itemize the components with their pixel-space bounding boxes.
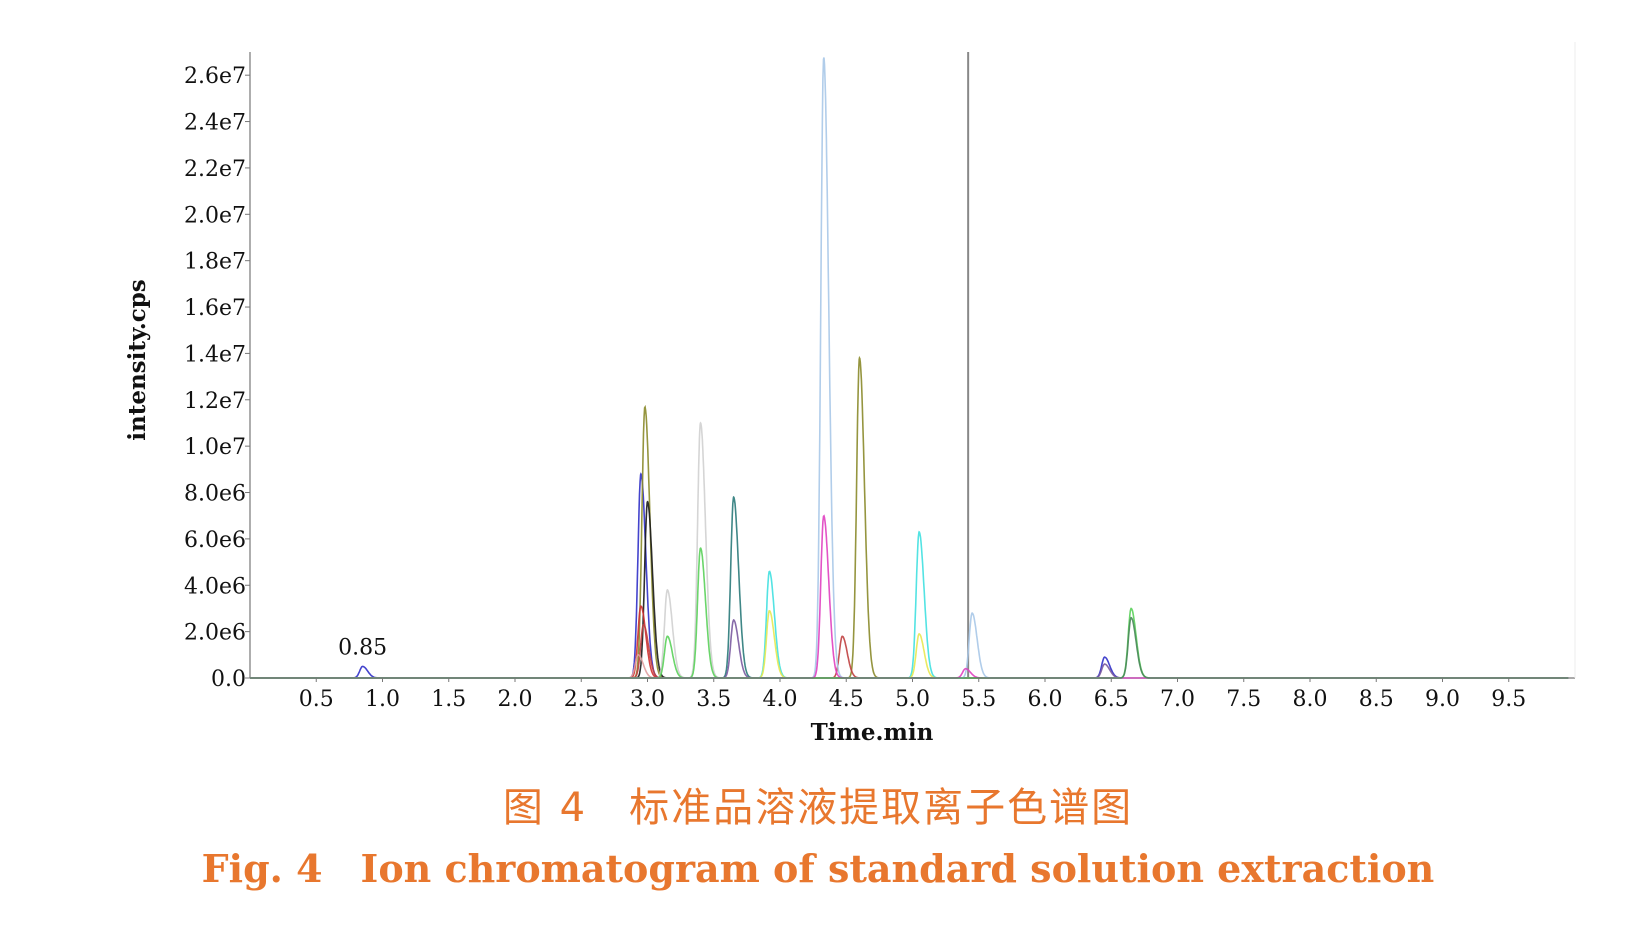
x-tick-label: 0.5 bbox=[299, 687, 334, 712]
series-line bbox=[250, 421, 1569, 679]
series-line bbox=[250, 605, 1569, 679]
series-line bbox=[250, 619, 1569, 679]
x-tick-label: 7.5 bbox=[1226, 687, 1261, 712]
x-axis-ticks: 0.5 1.0 1.5 2.0 2.5 3.0 3.5 4.0 4.5 5.0 5.5 6.0 6.5 7… bbox=[299, 678, 1526, 712]
y-axis-ticks: 0.0 2.0e6 4.0e6 6.0e6 8.0e6 1.0e7 1.2e7 1.4e7 1.… bbox=[184, 64, 250, 692]
x-tick-label: 9.5 bbox=[1491, 687, 1526, 712]
y-tick-label: 1.4e7 bbox=[184, 342, 246, 367]
series-line bbox=[250, 514, 1569, 679]
x-tick-label: 5.0 bbox=[895, 687, 930, 712]
x-tick-label: 7.0 bbox=[1160, 687, 1195, 712]
x-tick-label: 9.0 bbox=[1425, 687, 1460, 712]
series-line bbox=[250, 623, 1569, 679]
series-line bbox=[250, 653, 1569, 679]
x-tick-label: 8.5 bbox=[1359, 687, 1394, 712]
series-layer: 0.85 bbox=[250, 52, 1569, 679]
y-tick-label: 1.2e7 bbox=[184, 389, 246, 414]
figure-caption-chinese: 图 4 标准品溶液提取离子色谱图 bbox=[502, 785, 1134, 831]
y-tick-label: 2.0e6 bbox=[184, 621, 246, 646]
x-tick-label: 6.0 bbox=[1028, 687, 1063, 712]
series-line bbox=[250, 495, 1569, 679]
peak-annotation: 0.85 bbox=[338, 635, 387, 660]
y-tick-label: 0.0 bbox=[211, 667, 246, 692]
y-tick-label: 2.2e7 bbox=[184, 157, 246, 182]
y-tick-label: 1.6e7 bbox=[184, 296, 246, 321]
x-tick-label: 4.0 bbox=[763, 687, 798, 712]
series-line bbox=[250, 57, 1569, 679]
y-tick-label: 4.0e6 bbox=[184, 574, 246, 599]
y-tick-label: 2.6e7 bbox=[184, 64, 246, 89]
x-tick-label: 1.0 bbox=[365, 687, 400, 712]
series-line bbox=[250, 472, 1569, 679]
x-tick-label: 5.5 bbox=[961, 687, 996, 712]
x-axis-title: Time.min bbox=[811, 719, 934, 746]
y-tick-label: 8.0e6 bbox=[184, 482, 246, 507]
series-line bbox=[250, 547, 1569, 679]
x-tick-label: 2.5 bbox=[564, 687, 599, 712]
series-line bbox=[250, 355, 1569, 679]
x-tick-label: 1.5 bbox=[431, 687, 466, 712]
x-tick-label: 3.5 bbox=[696, 687, 731, 712]
plot-frame bbox=[249, 42, 1576, 679]
y-tick-label: 1.0e7 bbox=[184, 435, 246, 460]
x-tick-label: 6.5 bbox=[1094, 687, 1129, 712]
x-tick-label: 8.0 bbox=[1293, 687, 1328, 712]
series-line bbox=[250, 610, 1569, 679]
x-tick-label: 3.0 bbox=[630, 687, 665, 712]
figure-caption-english: Fig. 4 Ion chromatogram of standard solu… bbox=[201, 846, 1435, 891]
series-line bbox=[250, 616, 1569, 679]
series-line bbox=[250, 530, 1569, 679]
y-tick-label: 6.0e6 bbox=[184, 528, 246, 553]
y-tick-label: 2.4e7 bbox=[184, 111, 246, 136]
y-tick-label: 1.8e7 bbox=[184, 250, 246, 275]
y-tick-label: 2.0e7 bbox=[184, 203, 246, 228]
chromatogram-chart: 0.85 0.0 2.0e6 4.0e6 6.0e6 8.0e6 1.0e7 1.2e7 1.… bbox=[124, 42, 1576, 746]
y-axis-title: intensity.cps bbox=[124, 279, 151, 441]
x-tick-label: 2.0 bbox=[498, 687, 533, 712]
x-tick-label: 4.5 bbox=[829, 687, 864, 712]
series-line bbox=[250, 500, 1569, 679]
